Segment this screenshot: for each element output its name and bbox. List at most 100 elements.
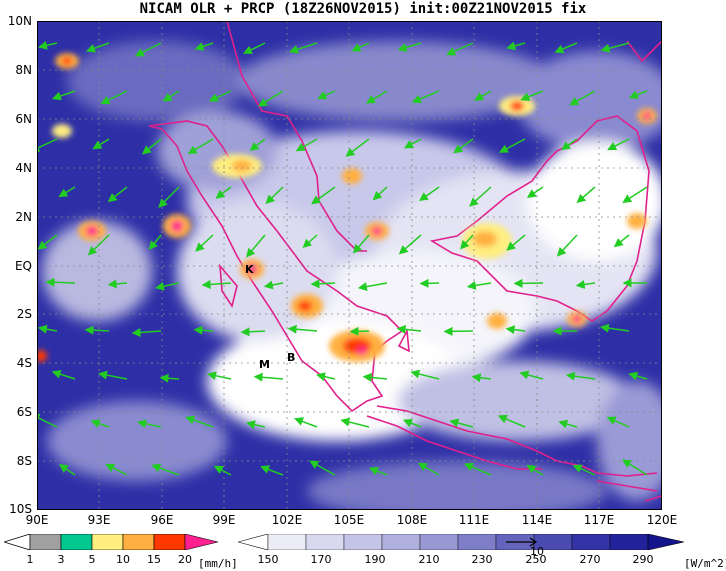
wind-vector bbox=[187, 138, 214, 155]
wind-vector bbox=[554, 42, 578, 54]
lon-label: 117E bbox=[583, 513, 615, 527]
wind-vector bbox=[85, 42, 110, 53]
precip-cell bbox=[627, 213, 647, 229]
wind-vector bbox=[613, 234, 630, 248]
precip-label: 20 bbox=[178, 553, 192, 566]
precip-cell bbox=[55, 53, 79, 69]
lat-label: 10N bbox=[7, 14, 32, 28]
wind-vector bbox=[463, 462, 492, 476]
precip-swatch bbox=[91, 534, 124, 550]
wind-vector bbox=[98, 370, 128, 380]
wind-vector bbox=[446, 42, 474, 56]
wind-vector bbox=[185, 415, 214, 428]
wind-vector bbox=[459, 234, 474, 250]
olr-label: 190 bbox=[364, 553, 386, 566]
precip-label: 1 bbox=[26, 553, 34, 566]
precip-cell bbox=[163, 214, 191, 238]
wind-vector bbox=[506, 234, 526, 251]
wind-vector bbox=[137, 419, 162, 429]
wind-vector bbox=[397, 42, 422, 52]
olr-label: 270 bbox=[579, 553, 601, 566]
precip-cell bbox=[212, 154, 262, 178]
olr-label: 250 bbox=[525, 553, 547, 566]
wind-vector bbox=[466, 280, 492, 290]
olr-swatch bbox=[305, 534, 345, 550]
precip-label: 3 bbox=[57, 553, 65, 566]
wind-vector bbox=[505, 325, 526, 335]
wind-vector bbox=[411, 90, 440, 104]
wind-vector bbox=[159, 373, 180, 383]
wind-vector bbox=[556, 234, 578, 257]
wind-vector bbox=[249, 138, 266, 152]
wind-vector bbox=[309, 460, 336, 476]
wind-vector bbox=[622, 459, 648, 476]
wind-vector bbox=[84, 325, 110, 335]
wind-vector bbox=[349, 326, 370, 336]
station-marker-m: M bbox=[259, 358, 270, 371]
olr-swatch bbox=[457, 534, 497, 550]
map-title: NICAM OLR + PRCP (18Z26NOV2015) init:00Z… bbox=[139, 1, 587, 17]
wind-vector bbox=[58, 464, 76, 476]
wind-vector bbox=[287, 324, 318, 334]
lon-label: 114E bbox=[521, 513, 553, 527]
wind-vector bbox=[403, 138, 422, 149]
precip-cell bbox=[487, 313, 507, 329]
wind-vector bbox=[569, 90, 596, 106]
wind-vector bbox=[215, 186, 232, 199]
precip-swatch bbox=[153, 534, 186, 550]
reference-vector-label: 10 bbox=[530, 545, 544, 558]
wind-vector bbox=[51, 369, 76, 380]
wind-vector bbox=[134, 42, 162, 57]
wind-vector bbox=[51, 90, 76, 101]
wind-vector bbox=[526, 464, 544, 476]
wind-vector bbox=[606, 416, 630, 428]
wind-vector bbox=[151, 463, 180, 476]
wind-vector bbox=[357, 282, 388, 292]
wind-vector bbox=[37, 138, 58, 152]
precip-cell bbox=[78, 221, 106, 241]
precip-swatch bbox=[60, 534, 93, 550]
wind-vector bbox=[419, 278, 440, 288]
wind-vector bbox=[263, 280, 284, 290]
olr-swatch bbox=[238, 534, 269, 550]
wind-vector bbox=[520, 90, 544, 101]
wind-vector bbox=[158, 186, 180, 208]
wind-vector bbox=[311, 186, 336, 205]
wind-vector bbox=[100, 90, 128, 105]
wind-vector bbox=[471, 373, 492, 383]
wind-vectors bbox=[37, 40, 648, 476]
olr-label: 150 bbox=[257, 553, 279, 566]
precip-cell bbox=[291, 294, 323, 318]
wind-vector bbox=[443, 326, 474, 336]
wind-vector bbox=[345, 138, 370, 157]
wind-vector bbox=[362, 372, 388, 382]
wind-vector bbox=[352, 234, 370, 254]
wind-vector bbox=[506, 41, 526, 51]
wind-vector bbox=[253, 372, 284, 382]
lon-label: 108E bbox=[396, 513, 428, 527]
wind-vector bbox=[45, 277, 76, 287]
olr-label: 210 bbox=[418, 553, 440, 566]
precip-label: 15 bbox=[147, 553, 161, 566]
precip-cell bbox=[567, 311, 587, 327]
wind-vector bbox=[131, 327, 162, 337]
wind-vector bbox=[105, 463, 128, 476]
olr-swatch bbox=[419, 534, 459, 550]
wind-vector bbox=[37, 413, 58, 428]
wind-vector bbox=[526, 186, 544, 198]
wind-vector bbox=[201, 279, 232, 289]
wind-vector bbox=[418, 186, 440, 202]
wind-vector bbox=[107, 279, 128, 289]
wind-vector bbox=[519, 370, 544, 380]
reference-vector-head bbox=[529, 537, 538, 547]
wind-vector bbox=[576, 186, 596, 204]
wind-vector bbox=[265, 186, 284, 205]
wind-vector bbox=[417, 462, 440, 476]
wind-vector bbox=[396, 324, 422, 334]
wind-vector bbox=[37, 324, 58, 334]
wind-vector bbox=[474, 90, 492, 101]
lon-label: 105E bbox=[333, 513, 365, 527]
graticule bbox=[37, 21, 662, 510]
wind-vector bbox=[575, 280, 596, 289]
wind-vector bbox=[513, 278, 544, 288]
